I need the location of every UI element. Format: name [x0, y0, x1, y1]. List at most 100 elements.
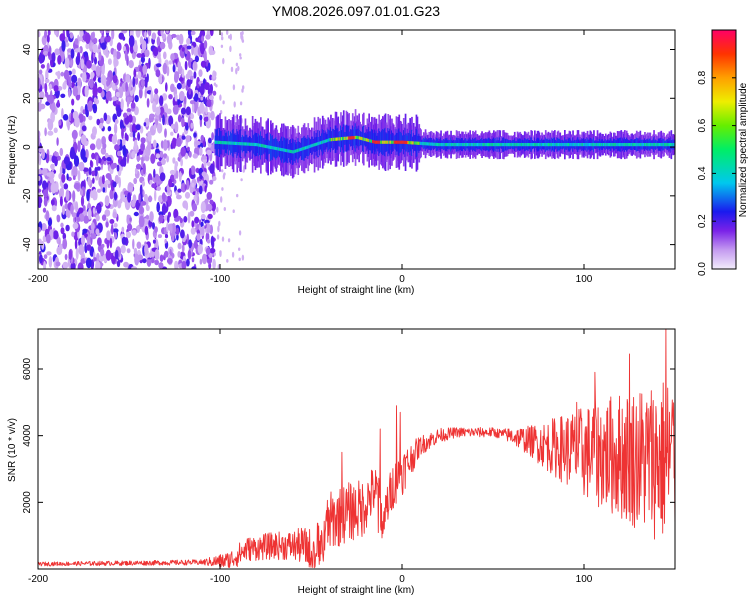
spectrogram-noise-cell — [204, 198, 209, 204]
spectrogram-noise-cell — [152, 239, 156, 244]
spectrogram-noise-cell — [136, 155, 141, 162]
spectrogram-noise-cell — [206, 204, 213, 211]
spectrogram-core-cell — [351, 136, 353, 140]
spectrogram-core-cell — [604, 143, 607, 147]
spectrogram-noise-cell — [92, 43, 98, 54]
spectrogram-core-cell — [281, 148, 284, 152]
spectrogram-noise-cell — [134, 95, 139, 103]
spectrogram-noise-cell — [174, 93, 178, 102]
spectrogram-noise-cell — [42, 207, 47, 213]
spectrogram-noise-cell — [132, 238, 135, 250]
spectrogram-core-cell — [613, 143, 615, 147]
spectrogram-noise-cell — [95, 214, 100, 222]
spectrogram-core-cell — [290, 149, 292, 153]
spectrogram-noise-cell — [184, 44, 188, 55]
spectrogram-noise-cell — [53, 30, 58, 36]
spectrogram-core-cell — [230, 141, 233, 145]
spectrogram-core-cell — [260, 143, 263, 148]
spectrogram-core-cell — [611, 143, 613, 147]
spectrogram-core-cell — [370, 139, 372, 143]
spectrogram-noise-cell — [60, 227, 65, 235]
spectrogram-core-cell — [373, 140, 376, 144]
spectrogram-core-cell — [506, 143, 509, 147]
spectrogram-core-cell — [661, 143, 664, 147]
spectrogram-core-cell — [548, 143, 551, 147]
spectrogram-noise-cell — [38, 168, 43, 175]
spectrogram-core-cell — [454, 143, 457, 147]
spectrogram-noise-cell — [166, 30, 169, 34]
spectrogram-noise-cell — [132, 76, 136, 88]
spectrogram-noise-cell — [92, 126, 97, 137]
spectrogram-noise-cell — [109, 189, 114, 200]
spectrogram-noise-cell — [176, 137, 182, 147]
spectrogram-noise-cell — [144, 30, 147, 40]
spectrogram-noise-cell — [128, 60, 134, 69]
spectrogram-core-cell — [336, 137, 339, 141]
spectrogram-noise-cell — [38, 69, 43, 75]
spectrogram-core-cell — [659, 143, 662, 147]
spectrogram-core-cell — [640, 143, 643, 147]
spectrogram-noise-cell — [87, 208, 92, 220]
spectrogram-core-cell — [411, 141, 413, 145]
spectrogram-core-cell — [460, 143, 462, 147]
spectrogram-core-cell — [553, 143, 555, 147]
spectrogram-noise-cell — [164, 128, 167, 138]
spectrogram-noise-cell — [89, 78, 94, 89]
spectrogram-noise-cell — [166, 258, 173, 264]
spectrogram-core-cell — [225, 141, 228, 145]
spectrogram-noise-cell — [47, 51, 51, 57]
spectrogram-noise-cell — [146, 98, 150, 108]
spectrogram-core-cell — [248, 142, 250, 146]
spectrogram-core-cell — [415, 141, 418, 145]
spectrogram-core-cell — [412, 141, 414, 145]
spectrogram-noise-cell — [95, 138, 102, 150]
spectrogram-noise-cell — [140, 79, 145, 87]
snr-frame — [37, 328, 676, 570]
spectrogram-core-cell — [564, 143, 566, 147]
spectrogram-noise-cell — [46, 172, 52, 177]
spectrogram-noise-cell — [195, 37, 200, 43]
spectrogram-core-cell — [442, 143, 445, 147]
snr-x-tick-label: 0 — [399, 574, 405, 585]
spectrogram-noise-cell — [133, 42, 138, 53]
spectrogram-core-cell — [271, 145, 273, 150]
spectrogram-noise-cell — [47, 130, 54, 136]
spectrogram-noise-cell — [220, 44, 224, 48]
spectrogram-noise-cell — [241, 88, 244, 93]
spectrogram-core-cell — [598, 143, 601, 147]
spectrogram-core-cell — [301, 147, 304, 151]
spectrogram-core-cell — [655, 143, 657, 147]
spectrogram-noise-cell — [47, 30, 51, 36]
spectrogram-noise-cell — [79, 30, 84, 37]
spectrogram-noise-cell — [172, 64, 176, 73]
spectrogram-noise-cell — [238, 257, 241, 262]
spectrogram-noise-cell — [190, 122, 194, 129]
spectrogram-noise-cell — [80, 58, 85, 70]
spectrogram-noise-cell — [177, 242, 182, 250]
spectrogram-core-cell — [233, 141, 236, 145]
spectrogram-noise-cell — [209, 247, 216, 254]
spectrogram-noise-cell — [64, 253, 68, 261]
spectrogram-noise-cell — [82, 71, 87, 83]
spectrogram-core-cell — [578, 143, 581, 147]
spectrogram-noise-cell — [112, 211, 118, 219]
spectrogram-core-cell — [387, 140, 390, 144]
spectrogram-core-cell — [562, 143, 564, 147]
spectrogram-noise-cell — [219, 94, 222, 101]
spectrogram-noise-cell — [164, 234, 169, 239]
spectrogram-noise-cell — [85, 109, 89, 118]
spectrogram-noise-cell — [77, 169, 81, 182]
spectrogram-noise-cell — [92, 85, 98, 98]
spectrogram-core-cell — [232, 141, 235, 145]
spectrogram-noise-cell — [88, 166, 92, 176]
spectrogram-noise-cell — [53, 230, 59, 240]
spectrogram-noise-cell — [209, 179, 214, 185]
spectrogram-core-cell — [230, 141, 232, 145]
spectrogram-core-cell — [646, 143, 649, 147]
spectrogram-core-cell — [596, 143, 599, 147]
spectrogram-noise-cell — [198, 69, 203, 77]
spectrogram-core-cell — [311, 144, 313, 148]
spectrogram-noise-cell — [102, 142, 107, 150]
spectrogram-noise-cell — [209, 74, 213, 81]
spectrogram-noise-cell — [147, 195, 153, 202]
